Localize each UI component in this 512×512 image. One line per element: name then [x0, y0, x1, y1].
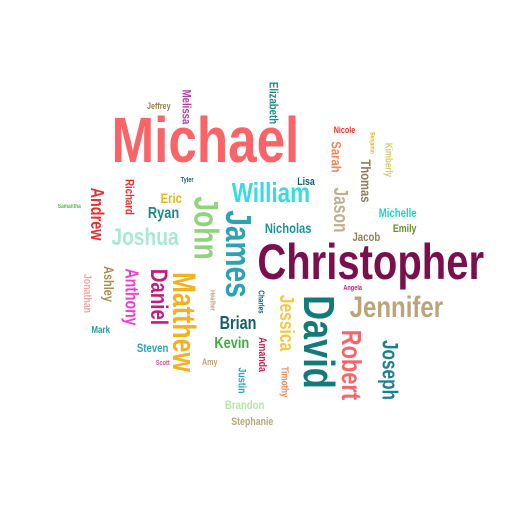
- word-brian: Brian: [219, 313, 257, 333]
- word-jacob: Jacob: [351, 230, 380, 244]
- word-scott: Scott: [155, 359, 170, 367]
- word-jonathan: Jonathan: [80, 273, 93, 313]
- word-amy: Amy: [201, 356, 218, 367]
- word-tyler: Tyler: [180, 176, 194, 184]
- word-ryan: Ryan: [147, 205, 179, 222]
- word-thomas: Thomas: [357, 159, 374, 203]
- word-eric: Eric: [160, 190, 182, 206]
- word-john: John: [186, 196, 225, 260]
- word-ashley: Ashley: [100, 266, 117, 302]
- word-melissa: Melissa: [179, 89, 194, 125]
- word-matthew: Matthew: [166, 272, 202, 372]
- word-nicholas: Nicholas: [264, 220, 312, 236]
- word-andrew: Andrew: [87, 187, 108, 241]
- word-joseph: Joseph: [377, 339, 403, 401]
- word-justin: Justin: [235, 367, 248, 393]
- word-lisa: Lisa: [297, 175, 315, 188]
- word-joshua: Joshua: [111, 224, 179, 251]
- word-christopher: Christopher: [256, 234, 484, 290]
- word-jessica: Jessica: [275, 294, 298, 352]
- word-benjamin: Benjamin: [368, 132, 375, 154]
- word-robert: Robert: [336, 329, 368, 401]
- word-daniel: Daniel: [145, 268, 173, 326]
- word-emily: Emily: [392, 222, 416, 235]
- word-kimberly: Kimberly: [381, 142, 393, 178]
- word-charles: Charles: [256, 290, 266, 314]
- word-richard: Richard: [121, 179, 136, 215]
- word-mark: Mark: [90, 325, 110, 336]
- word-elizabeth: Elizabeth: [265, 81, 280, 125]
- word-anthony: Anthony: [120, 268, 141, 326]
- word-michael: Michael: [110, 104, 299, 176]
- word-samantha: Samantha: [57, 204, 81, 210]
- word-jennifer: Jennifer: [349, 291, 443, 324]
- word-william: William: [231, 177, 311, 208]
- word-stephanie: Stephanie: [230, 415, 273, 428]
- word-steven: Steven: [136, 341, 168, 355]
- word-kevin: Kevin: [214, 335, 250, 352]
- word-sarah: Sarah: [327, 141, 344, 173]
- word-heather: Heather: [208, 289, 216, 311]
- word-timothy: Timothy: [277, 366, 289, 398]
- word-michelle: Michelle: [378, 206, 417, 220]
- word-david: David: [293, 295, 343, 389]
- word-angela: Angela: [342, 284, 362, 292]
- word-james: James: [218, 210, 260, 298]
- word-amanda: Amanda: [255, 336, 268, 372]
- word-jeffrey: Jeffrey: [146, 100, 171, 111]
- word-nicole: Nicole: [333, 124, 355, 135]
- word-brandon: Brandon: [224, 398, 264, 412]
- word-jason: Jason: [328, 187, 351, 233]
